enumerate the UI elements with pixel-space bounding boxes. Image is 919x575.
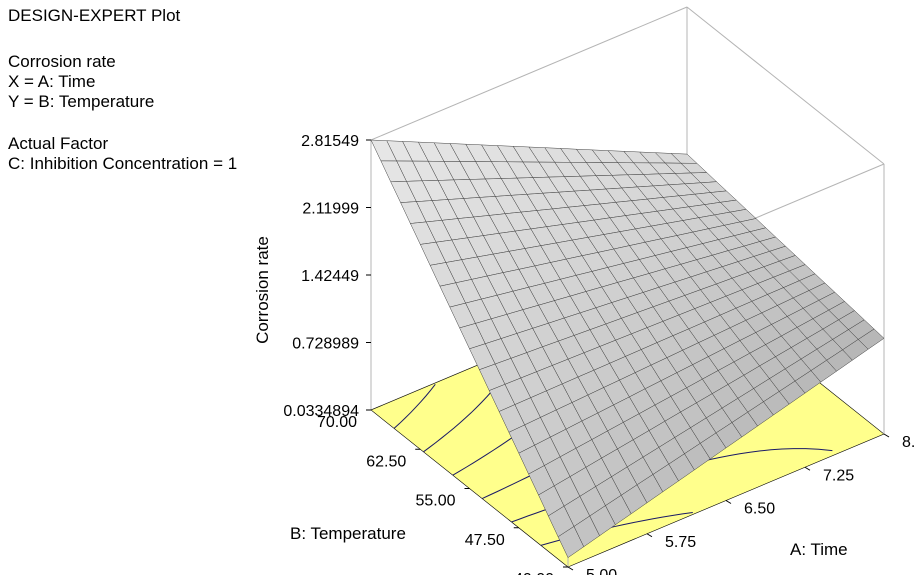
z-tick-label: 0.728989 xyxy=(292,336,359,353)
z-axis-label: Corrosion rate xyxy=(253,236,272,344)
surface-cell xyxy=(857,328,885,350)
actual-factor-heading: Actual Factor xyxy=(8,134,109,153)
z-tick-label: 2.11999 xyxy=(302,201,359,218)
x-tick-label: 7.25 xyxy=(823,467,854,484)
box-edge xyxy=(686,6,885,165)
x-tick-label: 8. xyxy=(902,434,915,451)
response-name: Corrosion rate xyxy=(8,52,116,71)
tick-mark xyxy=(725,500,732,504)
program-title: DESIGN-EXPERT Plot xyxy=(8,6,181,25)
response-surface xyxy=(370,139,885,558)
x-tick-label: 5.00 xyxy=(586,567,617,575)
contour-line xyxy=(393,383,436,429)
y-tick-label: 62.50 xyxy=(366,453,406,470)
y-factor-definition: Y = B: Temperature xyxy=(8,92,155,111)
y-tick-label: 47.50 xyxy=(465,532,505,549)
x-factor-definition: X = A: Time xyxy=(8,72,96,91)
axes: 5.00 5.75 6.50 7.25 8. A: Time 40.00 47.50 55.00… xyxy=(253,133,915,575)
tick-mark xyxy=(804,466,811,471)
z-tick-label: 2.81549 xyxy=(301,133,359,150)
actual-factor-value: C: Inhibition Concentration = 1 xyxy=(8,154,238,173)
tick-mark xyxy=(883,433,890,438)
y-tick-label: 55.00 xyxy=(415,493,455,510)
y-axis-label: B: Temperature xyxy=(290,524,406,543)
x-tick-label: 5.75 xyxy=(665,534,696,551)
tick-mark xyxy=(646,533,653,538)
x-tick-label: 6.50 xyxy=(744,501,775,518)
y-tick-label: 40.00 xyxy=(514,571,554,575)
x-axis-label: A: Time xyxy=(790,540,848,559)
tick-mark xyxy=(567,566,574,571)
box-edge xyxy=(370,6,688,141)
z-tick-label: 1.42449 xyxy=(301,268,359,285)
z-tick-label: 0.0334894 xyxy=(283,403,359,420)
y-tick-label: 70.00 xyxy=(317,414,357,431)
